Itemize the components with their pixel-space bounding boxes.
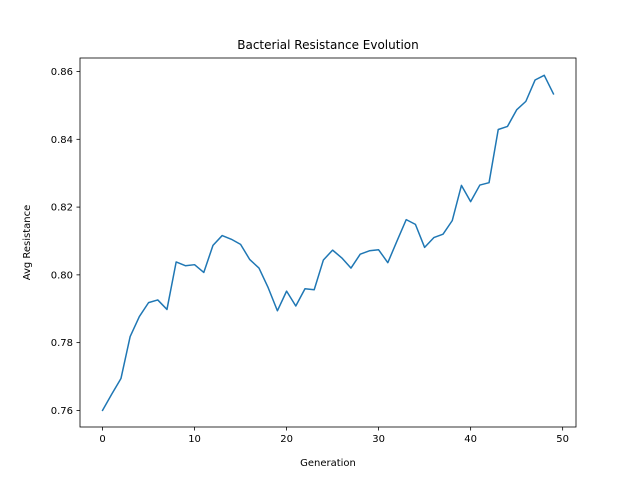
- y-tick-label: 0.78: [51, 338, 73, 349]
- y-tick-label: 0.80: [51, 270, 73, 281]
- x-tick-label: 30: [372, 434, 385, 445]
- chart-title: Bacterial Resistance Evolution: [237, 38, 418, 52]
- x-tick-label: 20: [280, 434, 293, 445]
- x-tick-label: 50: [556, 434, 569, 445]
- x-tick-label: 10: [188, 434, 201, 445]
- series-line: [101, 74, 555, 412]
- x-tick-label: 40: [464, 434, 477, 445]
- x-tick-label: 0: [99, 434, 105, 445]
- plot-frame: [79, 57, 577, 428]
- y-tick-label: 0.86: [51, 67, 73, 78]
- axis-ticks: 0 10 20 30 40 50 0.76 0.78 0.80 0.82 0.84 0.86: [51, 67, 569, 445]
- y-tick-label: 0.82: [51, 203, 73, 214]
- y-axis-label: Avg Resistance: [22, 205, 33, 281]
- x-axis-label: Generation: [300, 458, 356, 469]
- y-tick-label: 0.84: [51, 135, 73, 146]
- y-tick-label: 0.76: [51, 406, 73, 417]
